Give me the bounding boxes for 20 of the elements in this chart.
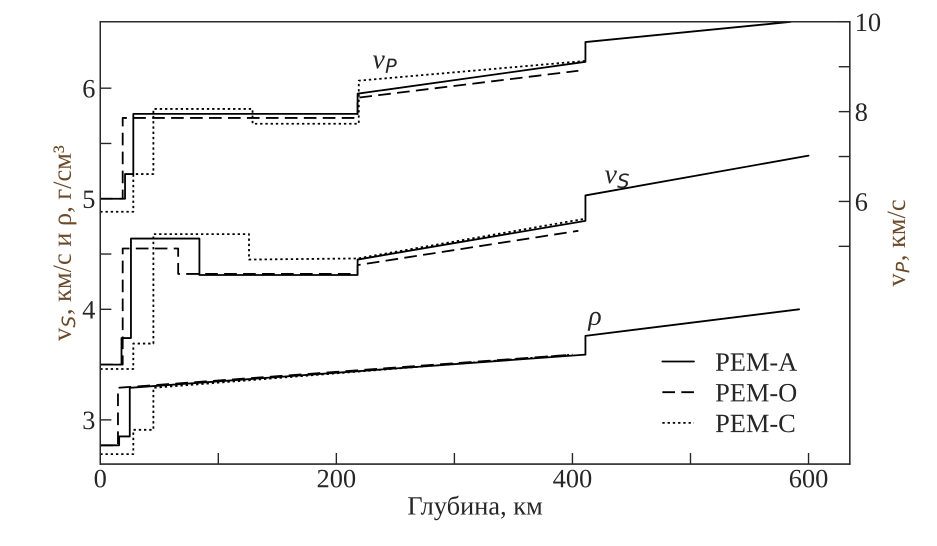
y2-tick-label: 8 <box>856 103 867 122</box>
annotation: ρ <box>588 312 601 331</box>
y-axis-title: v$_{S}$, км/с и ρ, г/см³ <box>53 146 76 342</box>
y-tick-label: 5 <box>84 190 94 208</box>
y-tick-label: 3 <box>83 412 94 430</box>
legend-label: PEM-O <box>716 384 796 402</box>
legend-label: PEM-A <box>716 353 798 371</box>
y2-tick-label: 6 <box>856 193 868 211</box>
annotation: v$_{P}$ <box>372 56 397 73</box>
x-tick-label: 0 <box>94 470 106 488</box>
legend-label: PEM-C <box>716 414 794 432</box>
annotation: v$_{S}$ <box>604 170 629 188</box>
x-axis-title: Глубина, км <box>408 496 542 520</box>
x-tick-label: 600 <box>790 470 828 488</box>
x-tick-label: 400 <box>553 470 592 488</box>
y-tick-label: 4 <box>82 301 95 318</box>
x-tick-label: 200 <box>318 470 356 488</box>
y-tick-label: 6 <box>83 80 95 98</box>
y2-tick-label: 10 <box>857 13 880 32</box>
y2-axis-title: v$_{P}$, км/с <box>888 200 910 287</box>
